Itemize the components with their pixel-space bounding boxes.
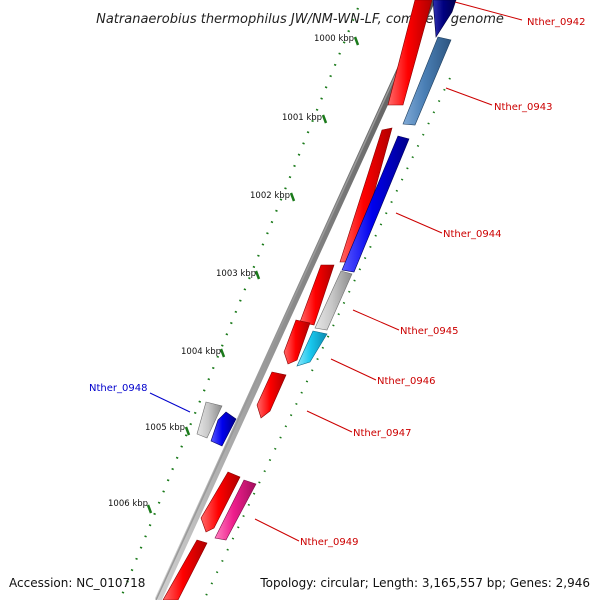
gene-label-nther-0946[interactable]: Nther_0946 <box>377 376 435 387</box>
gene-segment[interactable] <box>283 319 311 365</box>
forward-strand-genes <box>162 0 433 600</box>
tick-1004 <box>219 348 226 358</box>
map-title: Natranaerobius thermophilus JW/NM-WN-LF,… <box>96 12 504 27</box>
tick-1003 <box>254 270 261 280</box>
tick-label-1002: 1002 kbp <box>250 191 290 201</box>
gene-segment[interactable] <box>296 330 328 367</box>
gene-segment[interactable] <box>341 135 410 273</box>
label-leaders <box>149 1 523 542</box>
gene-label-nther-0947[interactable]: Nther_0947 <box>353 428 411 439</box>
gene-label-nther-0949[interactable]: Nther_0949 <box>300 537 358 548</box>
genome-summary-text: Topology: circular; Length: 3,165,557 bp… <box>259 576 590 590</box>
tick-1001 <box>321 114 328 124</box>
gene-segment[interactable] <box>214 479 257 541</box>
tick-label-1005: 1005 kbp <box>145 423 185 433</box>
tick-label-1001: 1001 kbp <box>282 113 322 123</box>
tick-label-1006: 1006 kbp <box>108 499 148 509</box>
gene-label-nther-0944[interactable]: Nther_0944 <box>443 229 501 240</box>
second-track-genes <box>214 0 457 541</box>
kbp-ticks <box>146 36 360 514</box>
gene-segment[interactable] <box>210 411 237 447</box>
gene-segment[interactable] <box>314 270 353 331</box>
gene-segment[interactable] <box>402 36 452 126</box>
tick-label-1003: 1003 kbp <box>216 269 256 279</box>
inner-dotted-ring <box>203 77 451 600</box>
gene-segment[interactable] <box>387 0 433 106</box>
gene-segment[interactable] <box>200 471 241 533</box>
gene-label-nther-0942[interactable]: Nther_0942 <box>527 17 585 28</box>
gene-label-nther-0945[interactable]: Nther_0945 <box>400 326 458 337</box>
tick-1005 <box>184 426 191 436</box>
gene-label-nther-0948[interactable]: Nther_0948 <box>89 383 147 394</box>
outer-track-genes <box>196 401 237 447</box>
tick-1002 <box>289 192 296 202</box>
backbone-ring <box>154 0 436 600</box>
gene-segment[interactable] <box>256 371 287 419</box>
tick-1000 <box>353 36 360 46</box>
tick-1006 <box>146 504 153 514</box>
tick-label-1000: 1000 kbp <box>314 34 354 44</box>
gene-label-nther-0943[interactable]: Nther_0943 <box>494 102 552 113</box>
gene-segment[interactable] <box>162 539 208 600</box>
tick-label-1004: 1004 kbp <box>181 347 221 357</box>
gene-segment[interactable] <box>432 0 457 38</box>
gene-segment[interactable] <box>196 401 223 439</box>
gene-segment[interactable] <box>299 264 335 326</box>
accession-text: Accession: NC_010718 <box>9 576 145 590</box>
